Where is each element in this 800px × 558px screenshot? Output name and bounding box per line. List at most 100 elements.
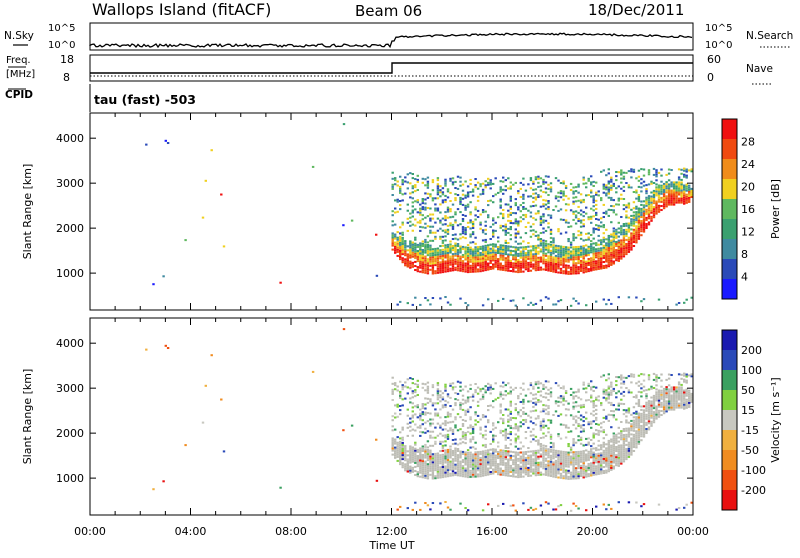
velocity-cell — [492, 452, 494, 454]
power-cell — [434, 236, 436, 238]
velocity-cell — [540, 411, 542, 413]
power-cell — [562, 193, 564, 195]
velocity-cell — [442, 460, 444, 462]
velocity-cell — [557, 456, 559, 458]
power-cell — [407, 187, 409, 189]
power-cell — [419, 220, 421, 222]
velocity-cell — [427, 455, 429, 457]
power-cell — [472, 263, 474, 265]
power-cell — [577, 212, 579, 214]
velocity-cell — [593, 460, 595, 462]
velocity-cell — [517, 413, 519, 415]
velocity-cell — [613, 410, 615, 412]
power-cell — [603, 255, 605, 257]
power-cell — [520, 265, 522, 267]
velocity-cell — [409, 470, 411, 472]
velocity-cell — [562, 459, 564, 461]
power-cell — [638, 216, 640, 218]
velocity-cell — [545, 409, 547, 411]
velocity-cell — [577, 411, 579, 413]
velocity-cell — [412, 457, 414, 459]
power-cell — [447, 188, 449, 190]
power-cell — [562, 248, 564, 250]
power-cell — [575, 252, 577, 254]
velocity-cell — [397, 386, 399, 388]
velocity-cell — [500, 472, 502, 474]
velocity-cell — [585, 458, 587, 460]
velocity-cell — [557, 415, 559, 417]
velocity-cell — [560, 463, 562, 465]
power-cell — [643, 223, 645, 225]
velocity-cell — [407, 435, 409, 437]
velocity-cell — [432, 459, 434, 461]
nsky-panel: N.Sky 10^5 10^0 10^5 10^0 N.Search — [4, 23, 793, 51]
power-cell — [680, 194, 682, 196]
power-cell — [570, 246, 572, 248]
velocity-cell — [618, 376, 620, 378]
power-cell — [452, 249, 454, 251]
velocity-cell — [560, 397, 562, 399]
velocity-cell — [537, 381, 539, 383]
power-cell — [653, 202, 655, 204]
power-cell — [593, 251, 595, 253]
power-cell — [442, 257, 444, 259]
velocity-cell — [570, 462, 572, 464]
power-cell — [600, 171, 602, 173]
power-cell — [505, 189, 507, 191]
velocity-cell — [595, 387, 597, 389]
power-cell — [404, 181, 406, 183]
power-cell — [575, 262, 577, 264]
velocity-cell — [613, 388, 615, 390]
power-cell — [532, 181, 534, 183]
power-cell — [472, 269, 474, 271]
velocity-cell — [653, 415, 655, 417]
power-cell — [492, 217, 494, 219]
power-cell — [472, 223, 474, 225]
power-cell — [655, 171, 657, 173]
power-cell — [608, 189, 610, 191]
power-cell — [577, 234, 579, 236]
power-cell — [608, 259, 610, 261]
velocity-cell — [419, 415, 421, 417]
velocity-cell — [567, 472, 569, 474]
power-cell — [444, 231, 446, 233]
velocity-cell — [530, 463, 532, 465]
power-cell — [603, 245, 605, 247]
velocity-cell — [655, 378, 657, 380]
power-cell — [459, 250, 461, 252]
velocity-cell — [414, 454, 416, 456]
velocity-cell — [502, 420, 504, 422]
power-cell — [590, 181, 592, 183]
power-cell — [449, 304, 451, 306]
power-cell — [630, 224, 632, 226]
velocity-cell — [507, 471, 509, 473]
power-cell — [625, 231, 627, 233]
velocity-cell — [542, 459, 544, 461]
velocity-cell — [434, 461, 436, 463]
power-cell — [512, 184, 514, 186]
power-cell — [572, 191, 574, 193]
power-cell — [407, 218, 409, 220]
velocity-cell — [640, 409, 642, 411]
power-cell — [530, 205, 532, 207]
power-cell — [598, 240, 600, 242]
power-cell — [577, 250, 579, 252]
velocity-cell — [474, 457, 476, 459]
velocity-cell — [485, 474, 487, 476]
power-cell — [402, 261, 404, 263]
velocity-cell — [673, 407, 675, 409]
velocity-cell — [648, 418, 650, 420]
power-cell — [429, 245, 431, 247]
power-cell — [540, 220, 542, 222]
velocity-cell — [635, 403, 637, 405]
power-cell — [580, 264, 582, 266]
power-cell — [605, 174, 607, 176]
velocity-cell — [397, 390, 399, 392]
power-cell — [537, 257, 539, 259]
power-cell — [670, 202, 672, 204]
power-cell — [462, 214, 464, 216]
power-cell — [437, 270, 439, 272]
power-cell — [515, 237, 517, 239]
power-cell — [560, 246, 562, 248]
velocity-cell — [515, 442, 517, 444]
